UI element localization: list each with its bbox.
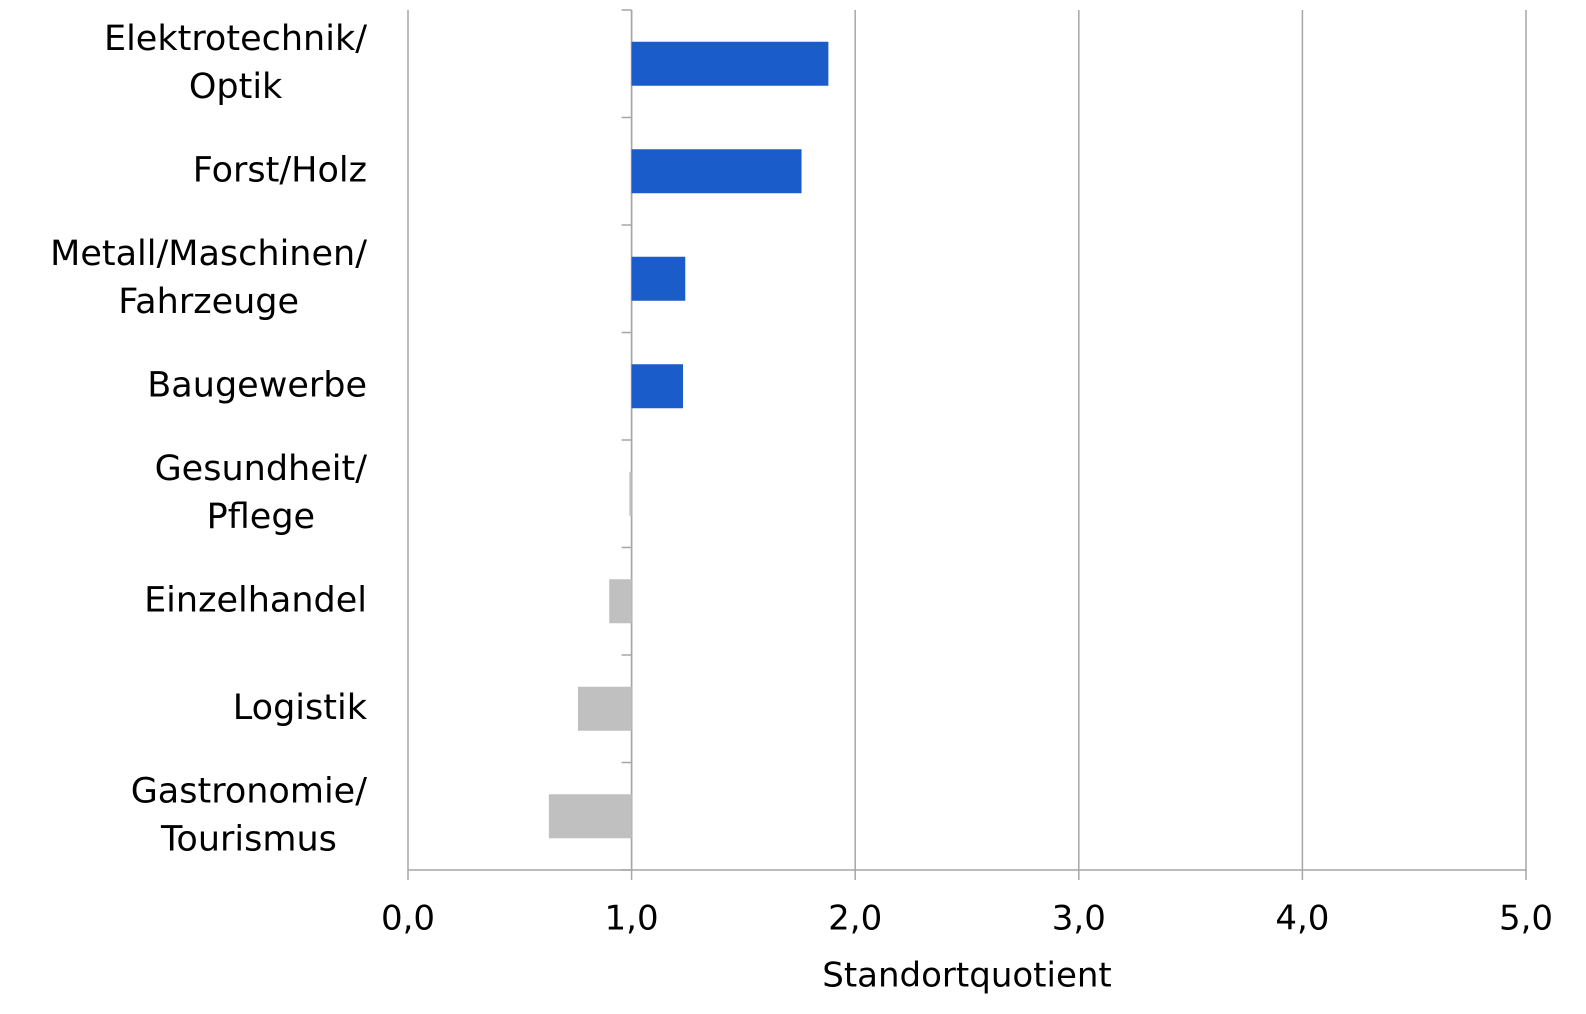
x-tick-label: 0,0 <box>381 899 435 939</box>
bar <box>577 686 632 731</box>
bar <box>629 471 632 516</box>
x-tick-label: 3,0 <box>1052 899 1106 939</box>
y-tick-label: Logistik <box>233 688 368 728</box>
y-tick-label: Einzelhandel <box>144 580 367 620</box>
y-tick-label: Gesundheit/ <box>155 449 368 489</box>
y-tick-label: Optik <box>189 67 283 107</box>
x-tick-label: 2,0 <box>828 899 882 939</box>
y-tick-label: Forst/Holz <box>193 150 367 190</box>
x-tick-label: 4,0 <box>1275 899 1329 939</box>
bar <box>631 364 684 409</box>
x-tick-label: 1,0 <box>605 899 659 939</box>
x-axis-title: Standortquotient <box>822 956 1112 996</box>
y-tick-label: Tourismus <box>160 819 337 859</box>
bar <box>548 794 632 839</box>
y-tick-label: Pflege <box>207 497 315 537</box>
y-tick-label: Metall/Maschinen/ <box>50 234 367 274</box>
x-tick-label: 5,0 <box>1499 899 1553 939</box>
bar <box>631 256 686 301</box>
bar <box>631 149 802 194</box>
y-tick-label: Gastronomie/ <box>131 771 368 811</box>
bar <box>631 41 829 86</box>
y-tick-label: Elektrotechnik/ <box>104 19 367 59</box>
y-tick-label: Baugewerbe <box>147 365 367 405</box>
y-tick-label: Fahrzeuge <box>118 282 299 322</box>
bar <box>609 579 632 624</box>
